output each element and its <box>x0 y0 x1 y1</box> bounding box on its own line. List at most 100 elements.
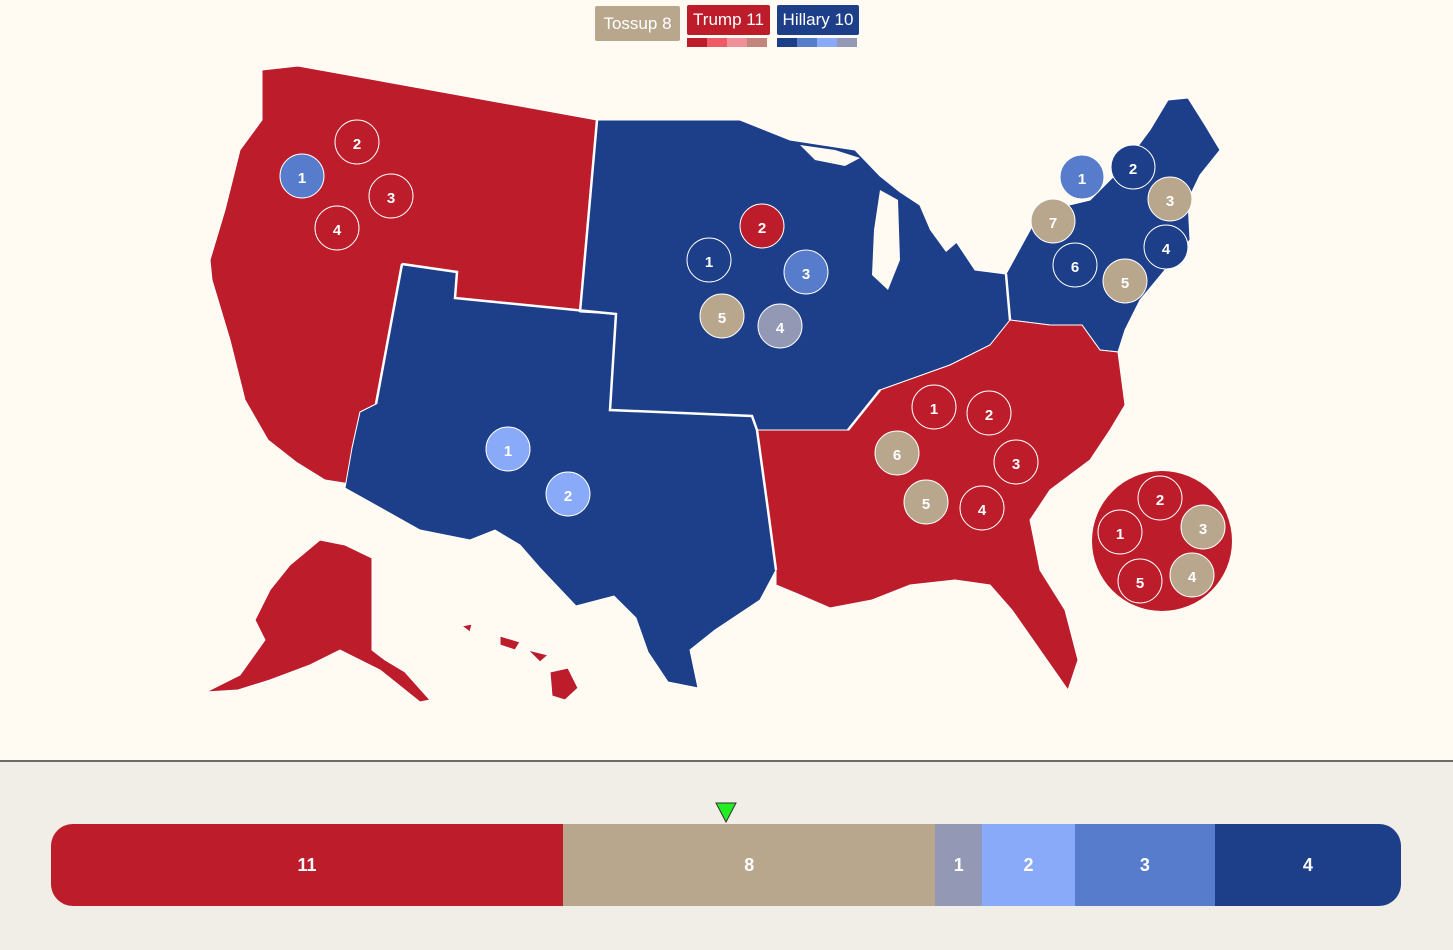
tossup-legend-button[interactable]: Tossup 8 <box>595 6 680 41</box>
bar-segment[interactable]: 4 <box>1214 824 1401 906</box>
district-marker-label: 4 <box>978 502 987 519</box>
hillary-label: Hillary <box>782 10 830 29</box>
district-marker[interactable]: 7 <box>1030 198 1076 244</box>
bar-segment[interactable]: 8 <box>563 824 936 906</box>
district-marker[interactable]: 3 <box>783 249 829 295</box>
district-marker-circle <box>545 471 591 517</box>
region-hawaii[interactable] <box>460 623 579 701</box>
region-alaska[interactable] <box>205 539 431 703</box>
district-marker[interactable]: 1 <box>279 153 325 199</box>
district-marker-label: 2 <box>353 136 361 153</box>
district-marker-label: 5 <box>1121 275 1129 292</box>
bar-segment[interactable]: 2 <box>982 824 1076 906</box>
district-marker-label: 3 <box>1199 521 1207 538</box>
district-marker-label: 1 <box>930 401 938 418</box>
district-marker[interactable]: 2 <box>966 390 1012 436</box>
district-marker-circle <box>1059 154 1105 200</box>
district-marker-circle <box>334 119 380 165</box>
district-marker[interactable]: 4 <box>314 205 360 251</box>
district-marker[interactable]: 3 <box>368 173 414 219</box>
district-marker[interactable]: 2 <box>334 119 380 165</box>
district-marker-circle <box>1030 198 1076 244</box>
district-marker[interactable]: 1 <box>1097 509 1143 555</box>
district-marker-label: 3 <box>1166 193 1174 210</box>
district-marker-label: 4 <box>776 320 785 337</box>
tossup-count: 8 <box>662 14 672 33</box>
district-marker-circle <box>279 153 325 199</box>
swatch-hillary-solid[interactable] <box>777 38 797 47</box>
lake-michigan <box>872 190 900 290</box>
district-marker-circle <box>903 479 949 525</box>
district-marker[interactable]: 5 <box>699 293 745 339</box>
bar-segment[interactable]: 11 <box>51 824 564 906</box>
district-marker-label: 1 <box>1116 526 1124 543</box>
district-marker-circle <box>368 173 414 219</box>
district-marker-circle <box>1137 475 1183 521</box>
district-marker-label: 3 <box>802 266 810 283</box>
district-marker[interactable]: 3 <box>993 439 1039 485</box>
swatch-hillary-lean[interactable] <box>817 38 837 47</box>
district-marker-label: 4 <box>1188 569 1197 586</box>
district-marker[interactable]: 6 <box>874 430 920 476</box>
district-marker[interactable]: 1 <box>911 384 957 430</box>
bar-segment[interactable]: 3 <box>1075 824 1215 906</box>
state-borders <box>374 119 1012 571</box>
swatch-trump-tilt[interactable] <box>747 38 767 47</box>
district-marker[interactable]: 5 <box>1117 558 1163 604</box>
district-marker-label: 1 <box>504 443 512 460</box>
district-marker[interactable]: 3 <box>1180 504 1226 550</box>
district-marker-circle <box>1143 224 1189 270</box>
district-marker-label: 4 <box>1162 241 1171 258</box>
district-marker-label: 3 <box>1012 456 1020 473</box>
hillary-count: 10 <box>834 10 854 29</box>
district-marker[interactable]: 1 <box>1059 154 1105 200</box>
district-marker-label: 4 <box>333 222 342 239</box>
district-marker[interactable]: 2 <box>1137 475 1183 521</box>
swatch-trump-likely[interactable] <box>707 38 727 47</box>
bar-segment[interactable]: 1 <box>935 824 983 906</box>
district-marker-label: 2 <box>985 407 993 424</box>
swatch-hillary-likely[interactable] <box>797 38 817 47</box>
district-marker[interactable]: 4 <box>757 303 803 349</box>
district-marker-circle <box>686 237 732 283</box>
swatch-trump-solid[interactable] <box>687 38 707 47</box>
district-marker[interactable]: 2 <box>1110 144 1156 190</box>
district-marker-circle <box>959 485 1005 531</box>
district-marker-circle <box>1180 504 1226 550</box>
district-marker-label: 5 <box>718 310 726 327</box>
district-marker[interactable]: 5 <box>903 479 949 525</box>
district-marker-circle <box>485 426 531 472</box>
district-marker[interactable]: 2 <box>739 203 785 249</box>
district-marker-circle <box>911 384 957 430</box>
hillary-legend-button[interactable]: Hillary 10 <box>777 5 859 35</box>
district-marker[interactable]: 6 <box>1052 242 1098 288</box>
district-marker-circle <box>783 249 829 295</box>
trump-legend-button[interactable]: Trump 11 <box>687 5 770 35</box>
district-marker-circle <box>739 203 785 249</box>
trump-count: 11 <box>746 10 764 29</box>
seat-distribution-bar: 11 8 1 2 3 4 <box>51 824 1401 906</box>
district-marker[interactable]: 4 <box>959 485 1005 531</box>
district-marker[interactable]: 1 <box>686 237 732 283</box>
district-marker-label: 6 <box>893 447 901 464</box>
district-marker-circle <box>757 303 803 349</box>
district-marker[interactable]: 4 <box>1169 552 1215 598</box>
map-area: 1 2 3 4 1 2 3 4 5 1 2 1 2 3 4 5 6 7 1 2 3 4 5 6 1 2 3 4 5 <box>205 65 1232 703</box>
district-marker-label: 6 <box>1071 259 1079 276</box>
district-marker-circle <box>314 205 360 251</box>
swatch-trump-lean[interactable] <box>727 38 747 47</box>
district-marker-label: 1 <box>298 170 306 187</box>
district-marker-label: 2 <box>758 220 766 237</box>
district-marker-circle <box>993 439 1039 485</box>
district-marker-circle <box>1110 144 1156 190</box>
district-marker-circle <box>966 390 1012 436</box>
district-marker[interactable]: 3 <box>1147 176 1193 222</box>
district-marker-label: 2 <box>1129 161 1137 178</box>
district-marker[interactable]: 2 <box>545 471 591 517</box>
swatch-hillary-tilt[interactable] <box>837 38 857 47</box>
district-marker[interactable]: 5 <box>1102 258 1148 304</box>
district-marker-label: 2 <box>1156 492 1164 509</box>
district-marker[interactable]: 4 <box>1143 224 1189 270</box>
district-marker[interactable]: 1 <box>485 426 531 472</box>
district-marker-circle <box>1117 558 1163 604</box>
